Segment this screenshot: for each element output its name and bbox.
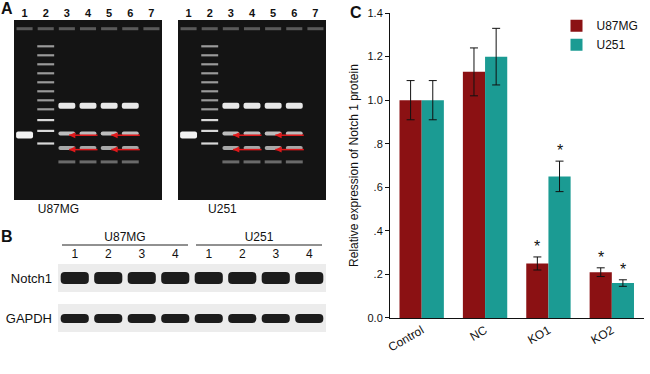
svg-text:4: 4 [306,247,313,261]
svg-text:B: B [1,228,13,245]
svg-text:U87MG: U87MG [38,202,79,216]
svg-text:1.2: 1.2 [368,50,383,62]
svg-text:Control: Control [386,323,427,354]
svg-text:*: * [620,261,626,278]
svg-text:.8: .8 [374,138,383,150]
svg-text:1: 1 [71,247,78,261]
svg-text:1.4: 1.4 [368,7,383,19]
svg-text:U87MG: U87MG [597,19,638,33]
svg-text:.4: .4 [374,225,383,237]
svg-text:2: 2 [105,247,112,261]
svg-text:*: * [598,249,604,266]
svg-text:1: 1 [205,247,212,261]
svg-text:5: 5 [270,7,276,19]
svg-text:C: C [350,4,362,21]
svg-text:Notch1: Notch1 [11,271,52,286]
svg-text:NC: NC [468,323,490,344]
svg-text:5: 5 [106,7,112,19]
svg-text:6: 6 [291,7,297,19]
svg-text:.2: .2 [374,268,383,280]
svg-text:*: * [557,142,563,159]
svg-text:U87MG: U87MG [104,230,145,244]
svg-text:KO2: KO2 [589,323,617,347]
svg-text:3: 3 [138,247,145,261]
svg-text:6: 6 [127,7,133,19]
svg-text:U251: U251 [245,230,274,244]
svg-text:4: 4 [249,7,256,19]
svg-text:2: 2 [43,7,49,19]
svg-text:7: 7 [312,7,318,19]
svg-text:4: 4 [85,7,92,19]
svg-text:1: 1 [22,7,28,19]
svg-text:KO1: KO1 [525,323,553,347]
svg-text:3: 3 [228,7,234,19]
svg-text:4: 4 [172,247,179,261]
svg-text:0.0: 0.0 [368,312,383,324]
svg-text:*: * [534,238,540,255]
svg-text:7: 7 [148,7,154,19]
svg-text:1.0: 1.0 [368,94,383,106]
svg-text:U251: U251 [208,202,237,216]
svg-text:3: 3 [272,247,279,261]
svg-text:Relative expression of Notch 1: Relative expression of Notch 1 protein [347,64,361,267]
svg-text:2: 2 [239,247,246,261]
svg-text:A: A [1,0,13,17]
svg-text:U251: U251 [597,38,626,52]
svg-text:.6: .6 [374,181,383,193]
svg-text:GAPDH: GAPDH [6,311,52,326]
svg-text:2: 2 [207,7,213,19]
svg-text:3: 3 [64,7,70,19]
svg-text:1: 1 [186,7,192,19]
